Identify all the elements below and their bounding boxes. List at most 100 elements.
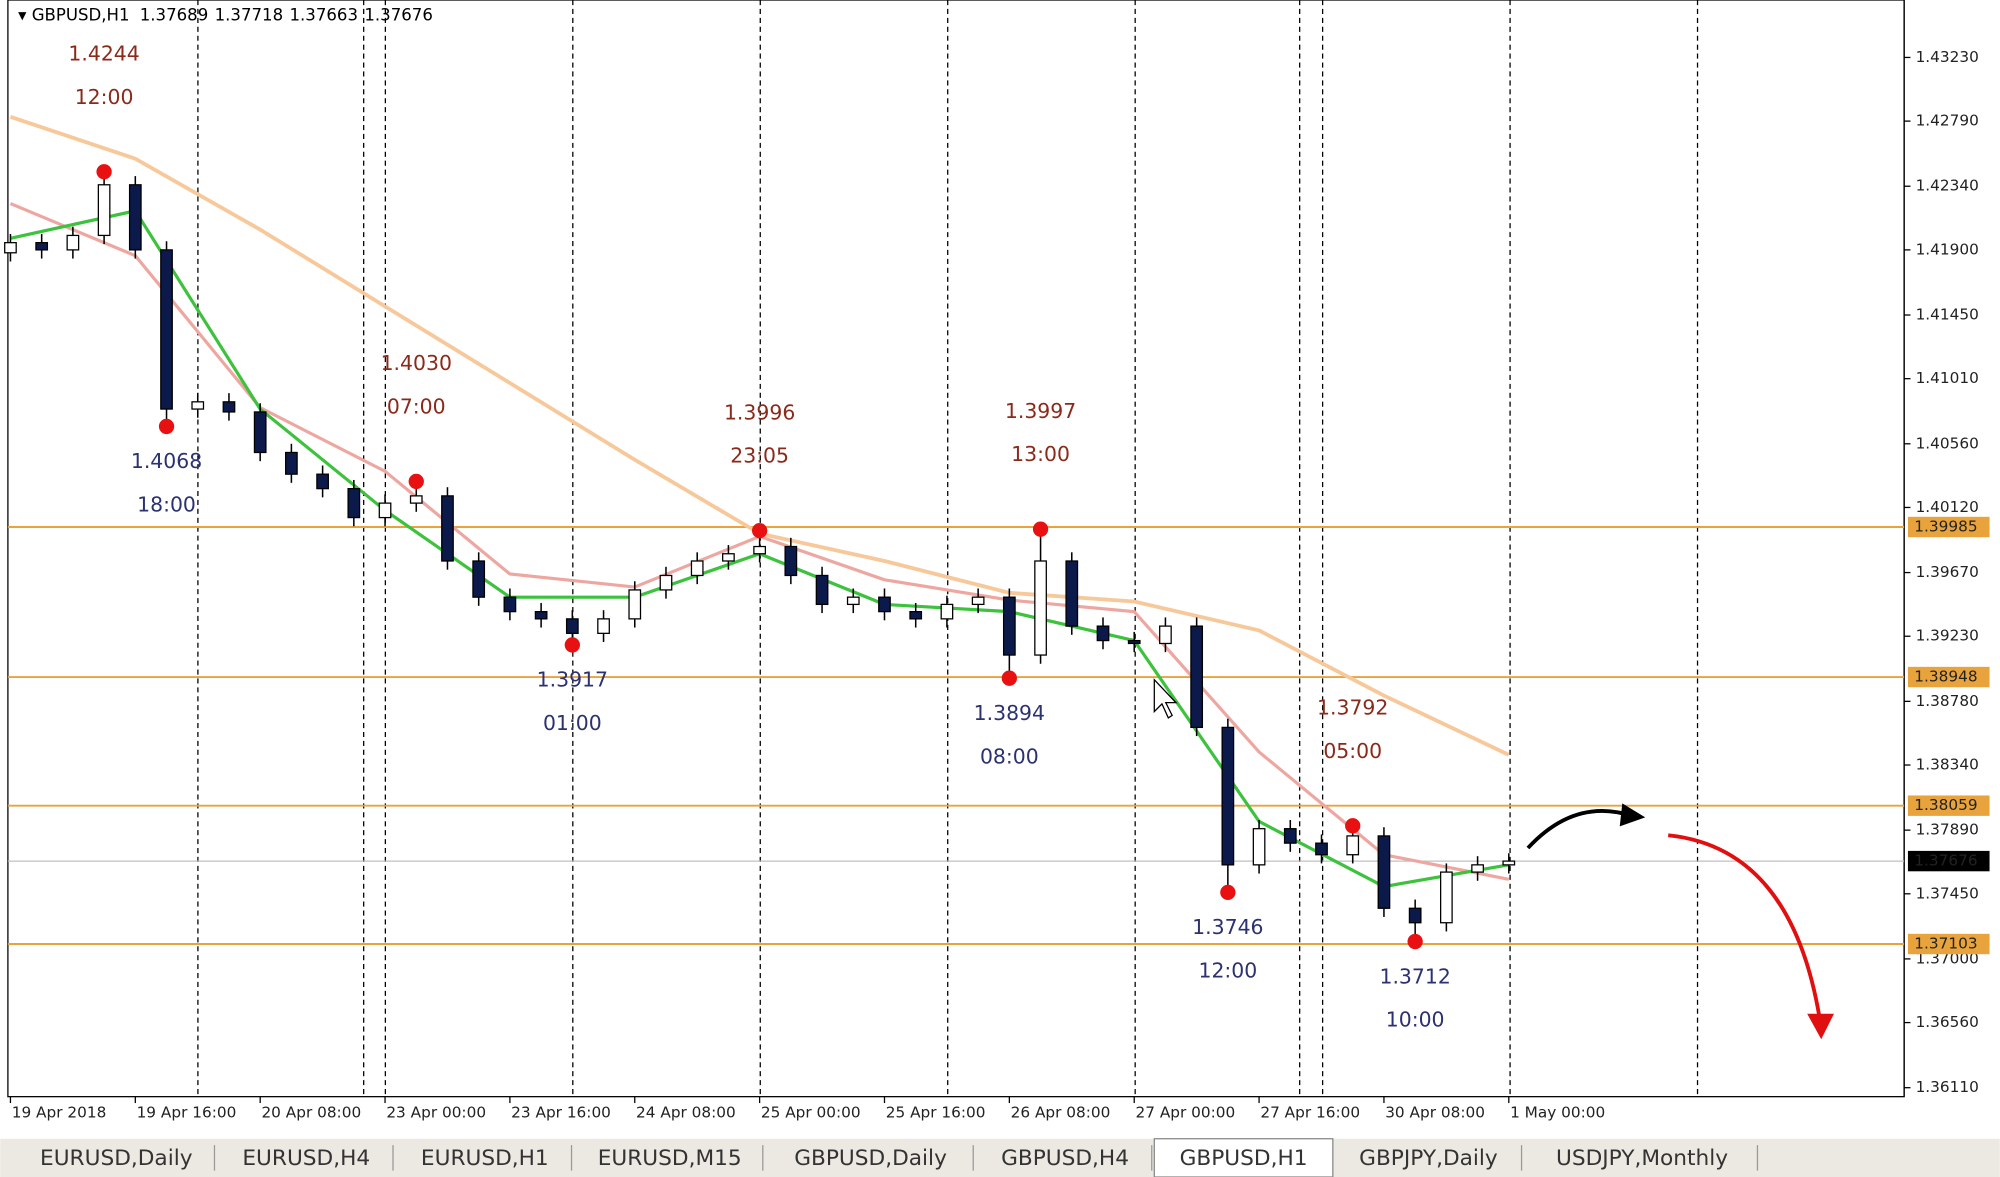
extreme-time: 08:00 <box>980 744 1039 768</box>
y-tick-label: 1.36560 <box>1916 1013 1979 1031</box>
candle-body <box>1346 835 1360 856</box>
candle-body <box>846 596 860 606</box>
candle-body <box>1159 625 1172 645</box>
projection-arrow-down <box>1668 833 1822 1021</box>
candle-body <box>1065 560 1079 627</box>
y-tick-label: 1.42340 <box>1916 177 1979 195</box>
tab-label[interactable]: EURUSD,H4 <box>242 1146 370 1171</box>
candle-body <box>378 502 392 519</box>
x-tick-label: 26 Apr 08:00 <box>1011 1104 1111 1122</box>
candle-body <box>347 488 361 519</box>
y-tick-label: 1.43230 <box>1916 48 1979 66</box>
x-tick-label: 30 Apr 08:00 <box>1385 1104 1485 1122</box>
candle-body <box>878 596 891 613</box>
candle-body <box>35 242 49 251</box>
candle-body <box>222 401 236 413</box>
extreme-price: 1.3792 <box>1317 695 1388 719</box>
mouse-cursor <box>1153 678 1178 719</box>
candle-body <box>565 618 579 634</box>
extreme-dot <box>158 418 175 435</box>
extreme-dot <box>1001 670 1018 686</box>
extreme-price: 1.3894 <box>974 701 1045 725</box>
x-tick-label: 23 Apr 00:00 <box>386 1104 486 1122</box>
tab-label[interactable]: GBPUSD,H1 <box>1180 1146 1308 1171</box>
extreme-time: 01:00 <box>543 711 602 735</box>
tab-active <box>1153 1138 1334 1177</box>
extreme-time: 13:00 <box>1011 442 1070 466</box>
extreme-price: 1.3997 <box>1005 399 1076 423</box>
candle-body <box>441 495 454 562</box>
extreme-dot <box>408 473 424 490</box>
level-label: 1.39985 <box>1914 517 1977 535</box>
bid-tag <box>1907 850 1990 872</box>
candle-body <box>1377 835 1391 909</box>
tab-label[interactable]: USDJPY,Monthly <box>1556 1146 1728 1171</box>
candle-body <box>1471 864 1484 873</box>
bid-label: 1.37676 <box>1914 852 1977 870</box>
chart-header: ▾ GBPUSD,H1 1.37689 1.37718 1.37663 1.37676 <box>18 5 433 24</box>
extreme-price: 1.4068 <box>131 449 202 473</box>
level-tag <box>1907 516 1990 538</box>
y-tick-label: 1.41010 <box>1916 369 1979 387</box>
candle-body <box>285 451 298 475</box>
candle-body <box>909 610 923 620</box>
candle-body <box>628 589 642 620</box>
level-label: 1.37103 <box>1914 935 1977 953</box>
tab-label[interactable]: EURUSD,M15 <box>598 1146 742 1171</box>
candle-body <box>753 545 767 555</box>
projection-arrow-up <box>1526 809 1634 850</box>
candle-body <box>160 249 173 410</box>
y-tick-label: 1.42790 <box>1916 112 1979 130</box>
candle-body <box>815 574 829 606</box>
y-tick-label: 1.39670 <box>1916 563 1979 581</box>
y-tick-label: 1.41900 <box>1916 240 1979 258</box>
extreme-time: 07:00 <box>387 394 446 418</box>
extreme-dot <box>96 164 112 180</box>
extreme-price: 1.3996 <box>724 400 795 424</box>
y-tick-label: 1.41450 <box>1916 306 1979 324</box>
candle-body <box>316 473 329 490</box>
candle-body <box>690 560 704 577</box>
y-tick-label: 1.36110 <box>1916 1078 1979 1096</box>
candle-body <box>784 545 798 577</box>
candle-body <box>971 596 985 606</box>
extreme-time: 12:00 <box>75 85 134 109</box>
extreme-dot <box>1407 933 1423 950</box>
level-tag <box>1907 933 1990 955</box>
arrow-head <box>1807 1013 1834 1040</box>
tab-label[interactable]: EURUSD,Daily <box>40 1146 193 1171</box>
candle-body <box>1408 907 1422 924</box>
x-tick-label: 19 Apr 16:00 <box>137 1104 237 1122</box>
extreme-time: 10:00 <box>1386 1008 1445 1032</box>
y-tick-label: 1.40120 <box>1916 498 1979 516</box>
candle-body <box>253 411 267 454</box>
extreme-price: 1.3746 <box>1192 915 1263 939</box>
y-tick-label: 1.39230 <box>1916 627 1979 645</box>
y-tick-label: 1.38780 <box>1916 692 1979 710</box>
candle-body <box>1096 625 1110 642</box>
tab-label[interactable]: GBPUSD,Daily <box>794 1146 947 1171</box>
tab-label[interactable]: GBPUSD,H4 <box>1001 1146 1129 1171</box>
header-low: 1.37663 <box>289 5 358 24</box>
extreme-dot <box>751 522 768 539</box>
candle-body <box>1439 871 1453 924</box>
candle-body <box>940 603 954 620</box>
y-tick-label: 1.38340 <box>1916 756 1979 774</box>
level-label: 1.38059 <box>1914 796 1977 814</box>
header-open: 1.37689 <box>140 5 208 24</box>
tab-label[interactable]: EURUSD,H1 <box>421 1146 549 1171</box>
tab-label[interactable]: GBPJPY,Daily <box>1359 1146 1498 1171</box>
extreme-price: 1.4030 <box>381 351 452 375</box>
level-tag <box>1907 795 1990 816</box>
x-tick-label: 27 Apr 00:00 <box>1135 1104 1235 1122</box>
candle-body <box>659 574 673 591</box>
extreme-dot <box>564 637 580 653</box>
extreme-price: 1.3917 <box>537 668 608 692</box>
candle-body <box>1034 560 1047 656</box>
header-arrow: ▾ <box>18 5 32 24</box>
x-tick-label: 20 Apr 08:00 <box>261 1104 361 1122</box>
level-tag <box>1907 666 1990 688</box>
header-close: 1.37676 <box>364 5 433 24</box>
extreme-time: 12:00 <box>1198 958 1257 982</box>
